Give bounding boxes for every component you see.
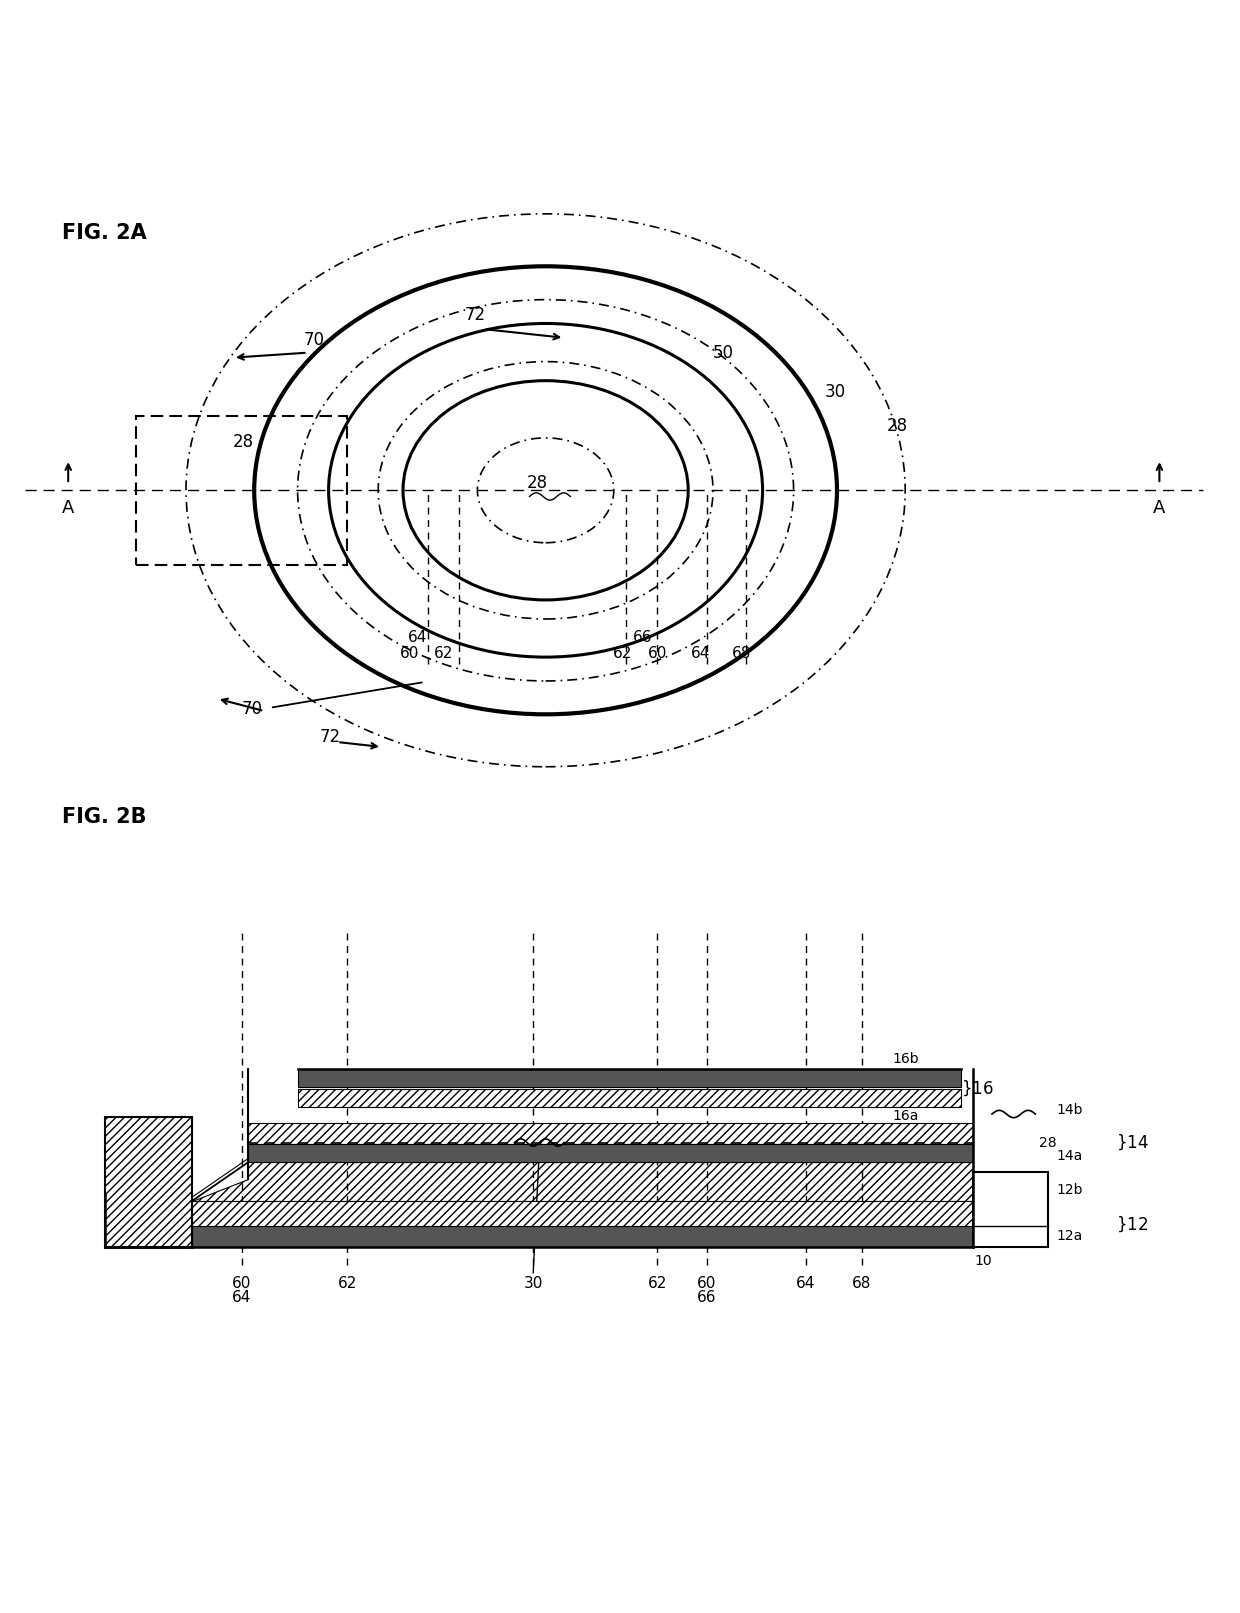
Bar bbox=[298, 1089, 961, 1107]
Text: $\}$16: $\}$16 bbox=[961, 1077, 993, 1098]
Text: 12b: 12b bbox=[1056, 1182, 1083, 1197]
Bar bbox=[136, 416, 347, 565]
Polygon shape bbox=[192, 1163, 973, 1200]
Text: 66: 66 bbox=[697, 1290, 717, 1305]
Text: 64: 64 bbox=[408, 629, 428, 645]
Text: 72: 72 bbox=[465, 306, 486, 324]
Text: 10: 10 bbox=[975, 1255, 992, 1268]
Text: 60: 60 bbox=[399, 645, 419, 661]
Text: 16b: 16b bbox=[893, 1052, 919, 1066]
Text: $\}$12: $\}$12 bbox=[1116, 1215, 1148, 1234]
Bar bbox=[192, 1200, 973, 1226]
Text: 72: 72 bbox=[320, 727, 341, 747]
Bar bbox=[973, 1173, 1048, 1247]
Text: A: A bbox=[1153, 498, 1166, 518]
Text: 70: 70 bbox=[304, 331, 325, 350]
Bar bbox=[105, 1116, 192, 1247]
Text: 12a: 12a bbox=[1056, 1229, 1083, 1244]
Bar bbox=[192, 1226, 973, 1247]
Text: 14b: 14b bbox=[1056, 1103, 1083, 1116]
Text: 68: 68 bbox=[852, 1276, 872, 1290]
Text: 30: 30 bbox=[523, 1276, 543, 1290]
Text: 14a: 14a bbox=[1056, 1148, 1083, 1163]
Text: FIG. 2A: FIG. 2A bbox=[62, 223, 146, 242]
Text: 62: 62 bbox=[647, 1276, 667, 1290]
Text: A: A bbox=[62, 498, 74, 518]
Text: 60: 60 bbox=[232, 1276, 252, 1290]
Text: 60: 60 bbox=[697, 1276, 717, 1290]
Text: 64: 64 bbox=[232, 1290, 252, 1305]
Text: 28: 28 bbox=[887, 416, 908, 436]
Text: 64: 64 bbox=[796, 1276, 816, 1290]
Text: 50: 50 bbox=[713, 344, 734, 361]
Text: $\}$14: $\}$14 bbox=[1116, 1132, 1148, 1152]
Text: 28: 28 bbox=[1039, 1136, 1056, 1150]
Text: 62: 62 bbox=[337, 1276, 357, 1290]
Text: 28: 28 bbox=[527, 474, 548, 492]
Text: 66: 66 bbox=[632, 629, 652, 645]
Bar bbox=[248, 1144, 973, 1163]
Text: 30: 30 bbox=[825, 384, 846, 402]
Text: 16a: 16a bbox=[893, 1110, 919, 1123]
Text: 28: 28 bbox=[233, 432, 254, 452]
Text: 62: 62 bbox=[613, 645, 632, 661]
Text: 62: 62 bbox=[434, 645, 454, 661]
Text: 68: 68 bbox=[732, 645, 751, 661]
Bar bbox=[298, 1069, 961, 1087]
Text: 64: 64 bbox=[691, 645, 711, 661]
Bar bbox=[248, 1123, 973, 1144]
Text: 60: 60 bbox=[647, 645, 667, 661]
Text: FIG. 2B: FIG. 2B bbox=[62, 806, 146, 826]
Text: 70: 70 bbox=[242, 700, 263, 718]
